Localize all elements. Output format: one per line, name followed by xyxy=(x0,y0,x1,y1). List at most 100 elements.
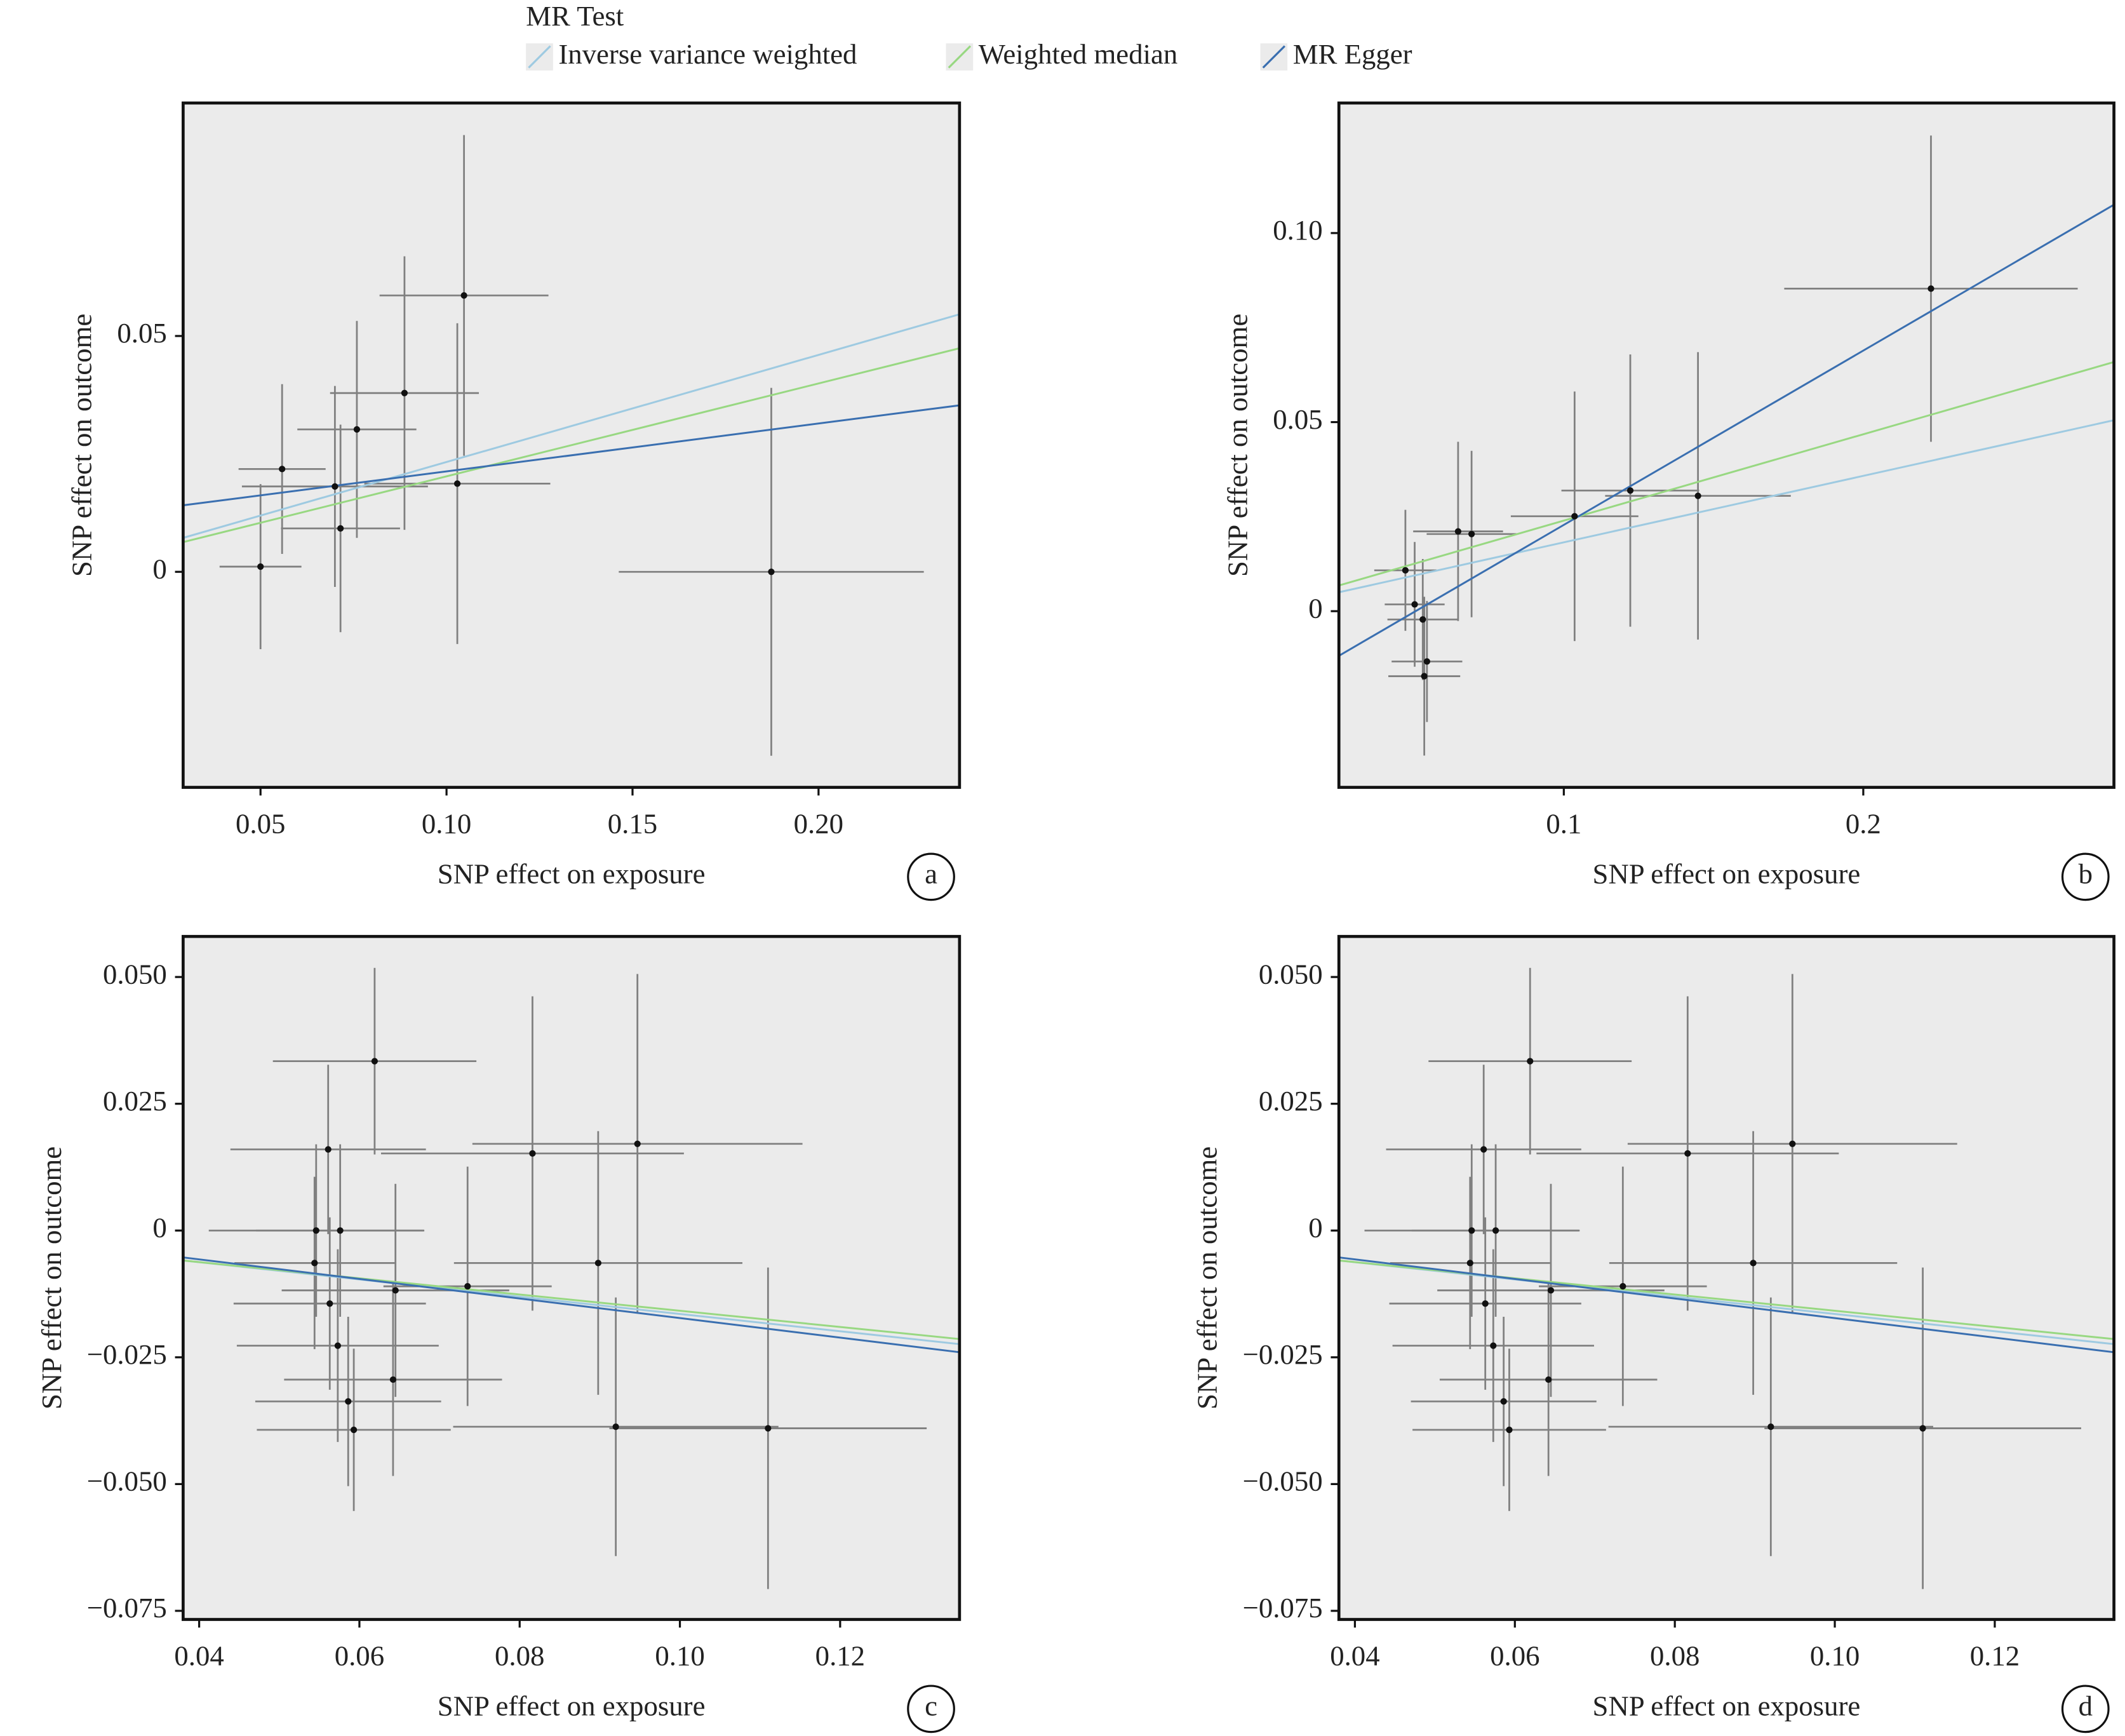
point xyxy=(345,1398,352,1405)
panel: 0.1 0.2 0 0.05 0.10 SNP effect on exposure SNP… xyxy=(1221,101,2115,901)
panel-badge xyxy=(907,1685,955,1733)
point xyxy=(1423,658,1430,665)
point xyxy=(1480,1146,1487,1153)
y-tick-label: 0.05 xyxy=(1273,403,1322,435)
mr-line xyxy=(183,1256,960,1354)
point xyxy=(1454,528,1462,535)
point xyxy=(1694,492,1701,499)
mr-line xyxy=(183,313,960,539)
x-tick-label: 0.08 xyxy=(495,1640,544,1672)
point xyxy=(634,1140,641,1147)
x-tick-label: 0.06 xyxy=(1490,1640,1539,1672)
mr-line xyxy=(1339,203,2114,657)
x-tick-label: 0.10 xyxy=(1810,1640,1860,1672)
plot-area xyxy=(1339,967,2114,1589)
point xyxy=(332,483,339,490)
point xyxy=(350,1426,358,1434)
point xyxy=(279,466,286,473)
y-tick-label: −0.075 xyxy=(1243,1592,1323,1624)
y-tick-label: 0.025 xyxy=(1259,1085,1323,1117)
point xyxy=(1767,1423,1774,1430)
panel: 0.04 0.06 0.08 0.10 0.12 −0.075 −0.050 −0.025 0 0… xyxy=(36,934,962,1733)
y-tick-label: 0.025 xyxy=(103,1085,167,1117)
x-tick-label: 0.20 xyxy=(794,808,843,840)
y-tick-label: 0 xyxy=(152,1212,166,1244)
point xyxy=(529,1150,536,1157)
x-tick-label: 0.04 xyxy=(1330,1640,1379,1672)
legend-label: MR Egger xyxy=(1293,38,1412,70)
point xyxy=(1468,530,1475,537)
plot-border xyxy=(1337,934,2115,1621)
point xyxy=(1466,1260,1473,1267)
point xyxy=(594,1260,601,1267)
point xyxy=(1419,616,1426,623)
mr-line xyxy=(1339,1256,2114,1354)
plot-background xyxy=(183,936,960,1620)
point xyxy=(1547,1287,1555,1294)
x-axis-label: SNP effect on exposure xyxy=(1593,858,1861,890)
point xyxy=(401,389,408,396)
legend-key xyxy=(1262,45,1286,69)
point xyxy=(312,1227,319,1234)
point xyxy=(1527,1058,1534,1065)
plot-background xyxy=(1339,936,2114,1620)
panel-label: c xyxy=(925,1690,937,1722)
y-tick-label: −0.050 xyxy=(1243,1465,1323,1497)
point xyxy=(765,1425,772,1432)
point xyxy=(1545,1376,1552,1383)
y-tick-label: 0.050 xyxy=(1259,958,1323,990)
y-tick-label: −0.025 xyxy=(1243,1338,1323,1370)
y-tick-label: 0.10 xyxy=(1273,214,1322,246)
point xyxy=(464,1282,471,1290)
plot-background xyxy=(1339,103,2114,788)
point xyxy=(1919,1425,1926,1432)
point xyxy=(1506,1426,1513,1434)
point xyxy=(1619,1282,1626,1290)
panel-badge xyxy=(2061,1685,2110,1733)
x-tick-label: 0.05 xyxy=(236,808,285,840)
point xyxy=(1750,1260,1757,1267)
point xyxy=(1789,1140,1796,1147)
point xyxy=(1490,1342,1497,1349)
y-axis-label: SNP effect on outcome xyxy=(65,314,97,577)
panel: 0.04 0.06 0.08 0.10 0.12 −0.075 −0.050 −0.025 0 0… xyxy=(1191,934,2115,1733)
point xyxy=(371,1058,379,1065)
x-tick-label: 0.15 xyxy=(608,808,657,840)
point xyxy=(334,1342,341,1349)
x-tick-label: 0.2 xyxy=(1846,808,1881,840)
plot-border xyxy=(182,101,962,789)
panel-badge xyxy=(907,852,955,901)
x-axis-label: SNP effect on exposure xyxy=(1593,1690,1861,1722)
x-axis-label: SNP effect on exposure xyxy=(438,1690,706,1722)
point xyxy=(325,1146,332,1153)
point xyxy=(337,525,344,532)
y-tick-label: 0 xyxy=(1308,592,1322,624)
point xyxy=(1482,1300,1489,1307)
mr-line xyxy=(183,404,960,507)
point xyxy=(1411,601,1418,608)
y-tick-label: 0 xyxy=(1308,1212,1322,1244)
point xyxy=(257,563,264,570)
plot-area xyxy=(183,135,960,756)
x-tick-label: 0.04 xyxy=(174,1640,224,1672)
x-tick-label: 0.10 xyxy=(422,808,471,840)
point xyxy=(1684,1150,1691,1157)
plot-area xyxy=(1339,135,2114,756)
point xyxy=(1468,1227,1475,1234)
panel: 0.05 0.10 0.15 0.20 0 0.05 SNP effect on expos… xyxy=(65,101,962,901)
point xyxy=(1927,285,1934,292)
point xyxy=(460,292,467,299)
legend-label: Weighted median xyxy=(979,38,1178,70)
point xyxy=(326,1300,333,1307)
point xyxy=(1421,673,1428,680)
point xyxy=(1402,567,1409,574)
mr-line xyxy=(1339,361,2114,587)
point xyxy=(389,1376,397,1383)
legend-label: Inverse variance weighted xyxy=(558,38,857,70)
x-tick-label: 0.08 xyxy=(1650,1640,1699,1672)
x-axis-label: SNP effect on exposure xyxy=(438,858,706,890)
legend-key xyxy=(528,45,551,69)
mr-line xyxy=(183,347,960,543)
y-tick-label: 0.050 xyxy=(103,958,167,990)
point xyxy=(392,1287,399,1294)
